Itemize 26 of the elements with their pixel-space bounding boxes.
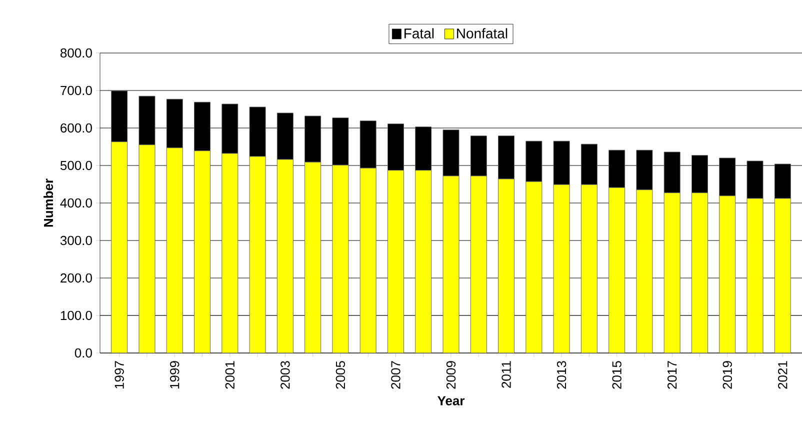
x-tick-label: 2003	[280, 361, 290, 389]
x-tick-label: 2019	[722, 361, 732, 389]
x-axis-title: Year	[437, 396, 465, 406]
y-tick-label: 200.0	[60, 273, 92, 283]
y-tick-label: 800.0	[60, 48, 92, 58]
x-tick-label: 1999	[170, 361, 180, 388]
y-tick-label: 500.0	[60, 160, 92, 170]
y-tick-label: 400.0	[60, 198, 92, 208]
x-tick-label: 2001	[225, 361, 235, 389]
x-tick-label: 2021	[778, 361, 788, 389]
y-tick-label: 0.0	[74, 348, 92, 358]
x-tick-label: 2009	[446, 361, 456, 389]
x-tick-label: 2015	[612, 361, 622, 389]
y-axis-title: Number	[44, 178, 54, 227]
x-tick-label: 2017	[668, 361, 677, 389]
y-tick-label: 100.0	[60, 310, 92, 320]
x-tick-label: 1997	[114, 361, 124, 388]
y-tick-label: 700.0	[60, 86, 92, 96]
x-tick-label: 2005	[336, 361, 346, 389]
y-tick-label: 600.0	[60, 123, 92, 133]
legend-label: Fatal	[404, 28, 434, 38]
x-tick-label: 2013	[556, 361, 566, 389]
y-tick-label: 300.0	[60, 236, 92, 246]
legend-label: Nonfatal	[457, 28, 508, 38]
x-tick-label: 2007	[391, 361, 400, 389]
x-tick-label: 2011	[502, 361, 511, 388]
